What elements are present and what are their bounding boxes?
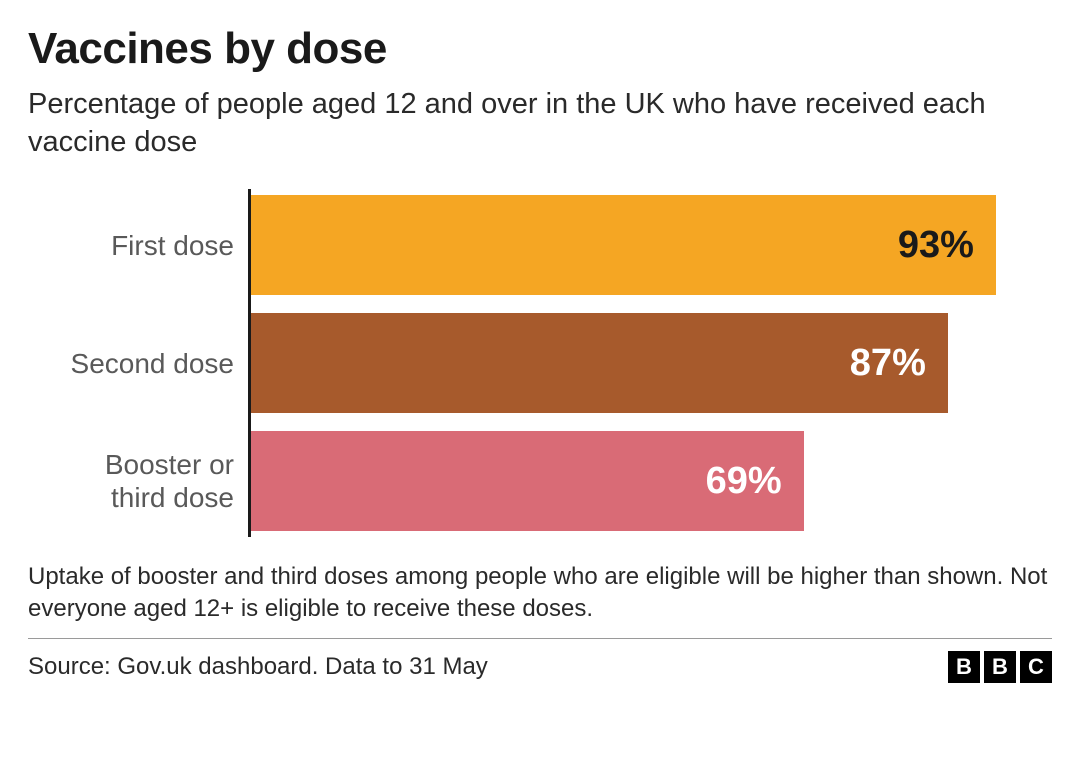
chart-title: Vaccines by dose	[28, 24, 1052, 74]
bar-value-label: 69%	[706, 460, 782, 503]
category-label: First dose	[28, 195, 248, 295]
source-text: Source: Gov.uk dashboard. Data to 31 May	[28, 653, 488, 681]
bars-column: 93% 87% 69%	[248, 189, 1052, 537]
category-label: Second dose	[28, 313, 248, 413]
source-row: Source: Gov.uk dashboard. Data to 31 May…	[28, 651, 1052, 701]
divider-line	[28, 638, 1052, 639]
chart-footnote: Uptake of booster and third doses among …	[28, 561, 1052, 623]
bar-value-label: 93%	[898, 224, 974, 267]
bbc-logo: BBC	[948, 651, 1052, 683]
data-bar: 87%	[251, 313, 948, 413]
logo-letter-block: C	[1020, 651, 1052, 683]
category-label: Booster or third dose	[28, 431, 248, 531]
chart-subtitle: Percentage of people aged 12 and over in…	[28, 86, 1052, 161]
data-bar: 69%	[251, 431, 804, 531]
bar-chart: First dose Second dose Booster or third do…	[28, 189, 1052, 537]
logo-letter-block: B	[948, 651, 980, 683]
logo-letter-block: B	[984, 651, 1016, 683]
category-labels-column: First dose Second dose Booster or third do…	[28, 189, 248, 537]
data-bar: 93%	[251, 195, 996, 295]
bar-value-label: 87%	[850, 342, 926, 385]
